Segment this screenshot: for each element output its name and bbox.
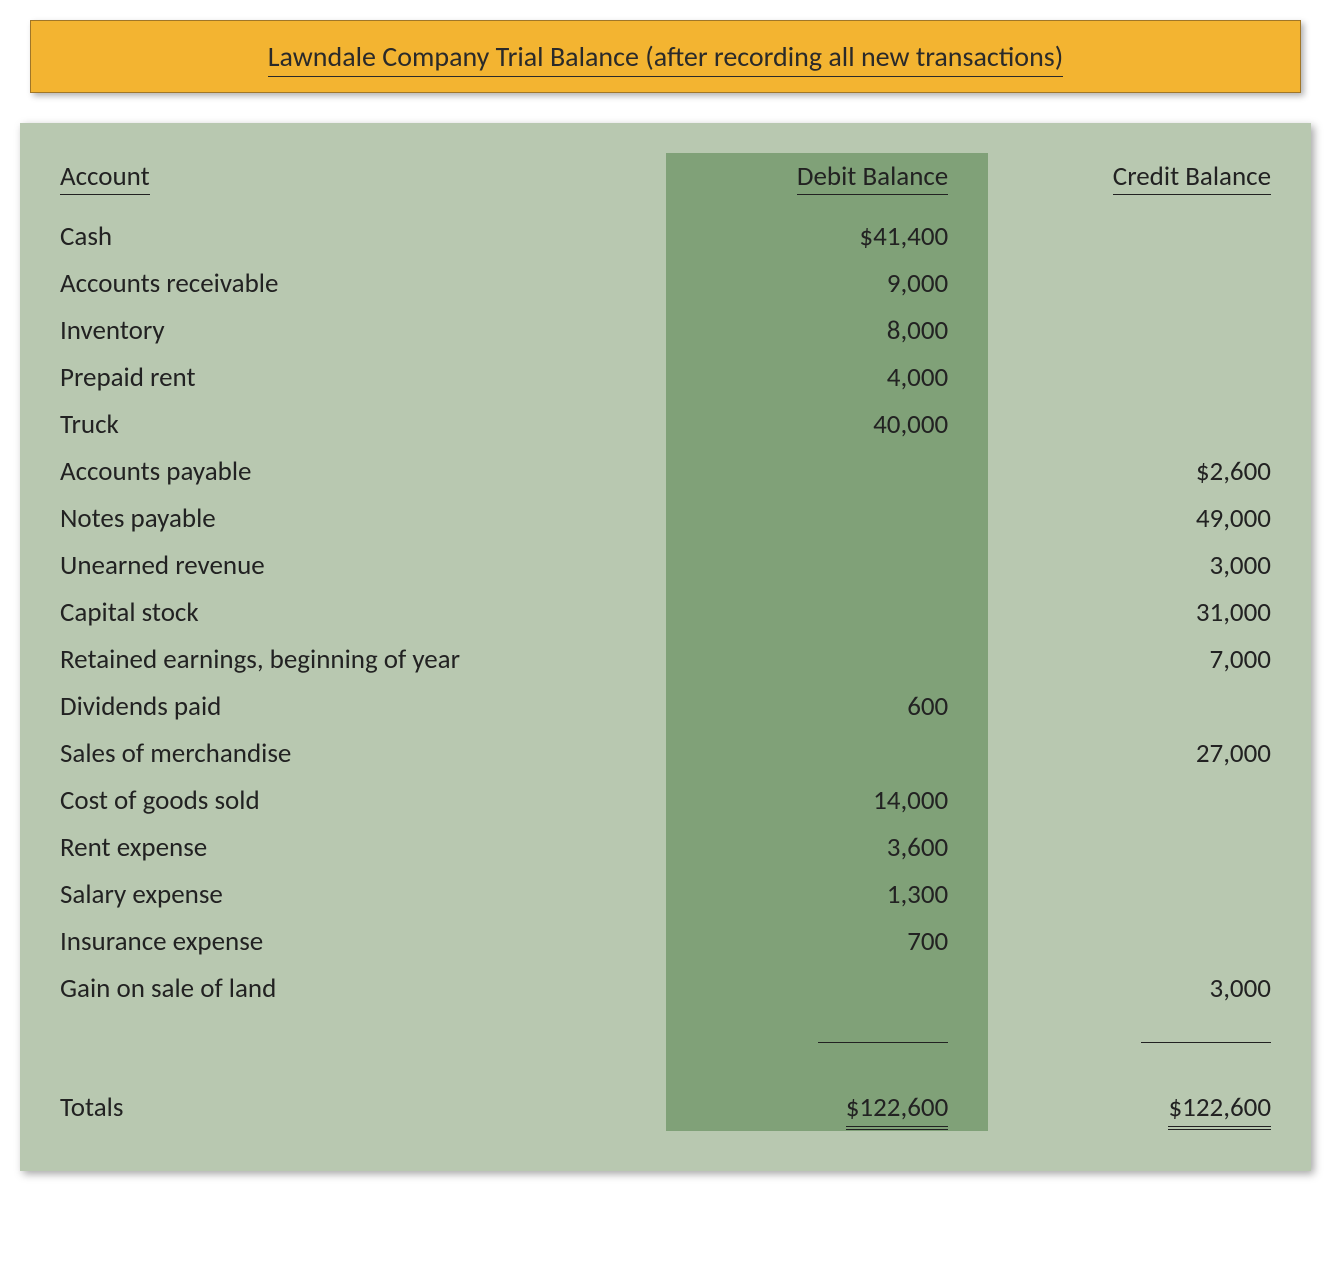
credit-cell <box>988 401 1311 448</box>
table-row: Unearned revenue 3,000 <box>20 542 1311 589</box>
table-row: Inventory8,000 <box>20 307 1311 354</box>
debit-cell <box>666 542 989 589</box>
credit-cell <box>988 824 1311 871</box>
credit-cell <box>988 213 1311 260</box>
credit-cell: 31,000 <box>988 589 1311 636</box>
col-header-debit: Debit Balance <box>666 153 989 213</box>
credit-cell: 7,000 <box>988 636 1311 683</box>
credit-cell <box>988 871 1311 918</box>
account-cell: Accounts receivable <box>20 260 666 307</box>
debit-cell: 8,000 <box>666 307 989 354</box>
table-row: Truck40,000 <box>20 401 1311 448</box>
credit-cell: 27,000 <box>988 730 1311 777</box>
totals-label: Totals <box>20 1073 666 1131</box>
account-cell: Sales of merchandise <box>20 730 666 777</box>
debit-rule <box>666 1012 989 1059</box>
table-row: Accounts payable $2,600 <box>20 448 1311 495</box>
table-row: Insurance expense700 <box>20 918 1311 965</box>
debit-cell: 700 <box>666 918 989 965</box>
account-cell: Insurance expense <box>20 918 666 965</box>
totals-debit: $122,600 <box>666 1073 989 1131</box>
table-row: Rent expense3,600 <box>20 824 1311 871</box>
account-cell: Salary expense <box>20 871 666 918</box>
account-cell: Inventory <box>20 307 666 354</box>
credit-cell: 3,000 <box>988 542 1311 589</box>
credit-cell <box>988 260 1311 307</box>
debit-cell: 40,000 <box>666 401 989 448</box>
table-header-row: Account Debit Balance Credit Balance <box>20 153 1311 213</box>
table-row: Capital stock 31,000 <box>20 589 1311 636</box>
account-cell: Unearned revenue <box>20 542 666 589</box>
credit-cell: $2,600 <box>988 448 1311 495</box>
table-row: Notes payable 49,000 <box>20 495 1311 542</box>
debit-cell: 3,600 <box>666 824 989 871</box>
table-row: Cost of goods sold14,000 <box>20 777 1311 824</box>
account-cell: Prepaid rent <box>20 354 666 401</box>
credit-cell <box>988 918 1311 965</box>
table-row: Sales of merchandise 27,000 <box>20 730 1311 777</box>
debit-cell <box>666 636 989 683</box>
table-row: Salary expense1,300 <box>20 871 1311 918</box>
debit-cell: 14,000 <box>666 777 989 824</box>
account-cell: Retained earnings, beginning of year <box>20 636 666 683</box>
credit-cell <box>988 683 1311 730</box>
debit-cell <box>666 448 989 495</box>
trial-balance-table-container: Account Debit Balance Credit Balance Cas… <box>20 123 1311 1171</box>
credit-cell: 49,000 <box>988 495 1311 542</box>
account-cell: Rent expense <box>20 824 666 871</box>
table-row: Cash$41,400 <box>20 213 1311 260</box>
credit-cell <box>988 777 1311 824</box>
debit-cell: 600 <box>666 683 989 730</box>
table-row: Dividends paid600 <box>20 683 1311 730</box>
debit-cell: 9,000 <box>666 260 989 307</box>
account-cell: Accounts payable <box>20 448 666 495</box>
totals-row: Totals$122,600$122,600 <box>20 1073 1311 1131</box>
account-cell: Cash <box>20 213 666 260</box>
debit-cell <box>666 495 989 542</box>
table-row: Retained earnings, beginning of year 7,00… <box>20 636 1311 683</box>
account-cell: Notes payable <box>20 495 666 542</box>
col-header-account: Account <box>20 153 666 213</box>
debit-cell <box>666 589 989 636</box>
subtotal-rule-row <box>20 1012 1311 1059</box>
table-row: Gain on sale of land 3,000 <box>20 965 1311 1012</box>
trial-balance-table: Account Debit Balance Credit Balance Cas… <box>20 153 1311 1131</box>
account-cell: Cost of goods sold <box>20 777 666 824</box>
credit-rule <box>988 1012 1311 1059</box>
account-cell: Truck <box>20 401 666 448</box>
account-cell: Gain on sale of land <box>20 965 666 1012</box>
credit-cell <box>988 307 1311 354</box>
page-title: Lawndale Company Trial Balance (after re… <box>268 39 1063 77</box>
debit-cell: 4,000 <box>666 354 989 401</box>
table-row: Accounts receivable9,000 <box>20 260 1311 307</box>
credit-cell: 3,000 <box>988 965 1311 1012</box>
title-bar: Lawndale Company Trial Balance (after re… <box>30 20 1301 93</box>
account-cell: Dividends paid <box>20 683 666 730</box>
debit-cell <box>666 730 989 777</box>
debit-cell: $41,400 <box>666 213 989 260</box>
col-header-credit: Credit Balance <box>988 153 1311 213</box>
credit-cell <box>988 354 1311 401</box>
table-row: Prepaid rent4,000 <box>20 354 1311 401</box>
debit-cell: 1,300 <box>666 871 989 918</box>
totals-credit: $122,600 <box>988 1073 1311 1131</box>
debit-cell <box>666 965 989 1012</box>
account-cell: Capital stock <box>20 589 666 636</box>
